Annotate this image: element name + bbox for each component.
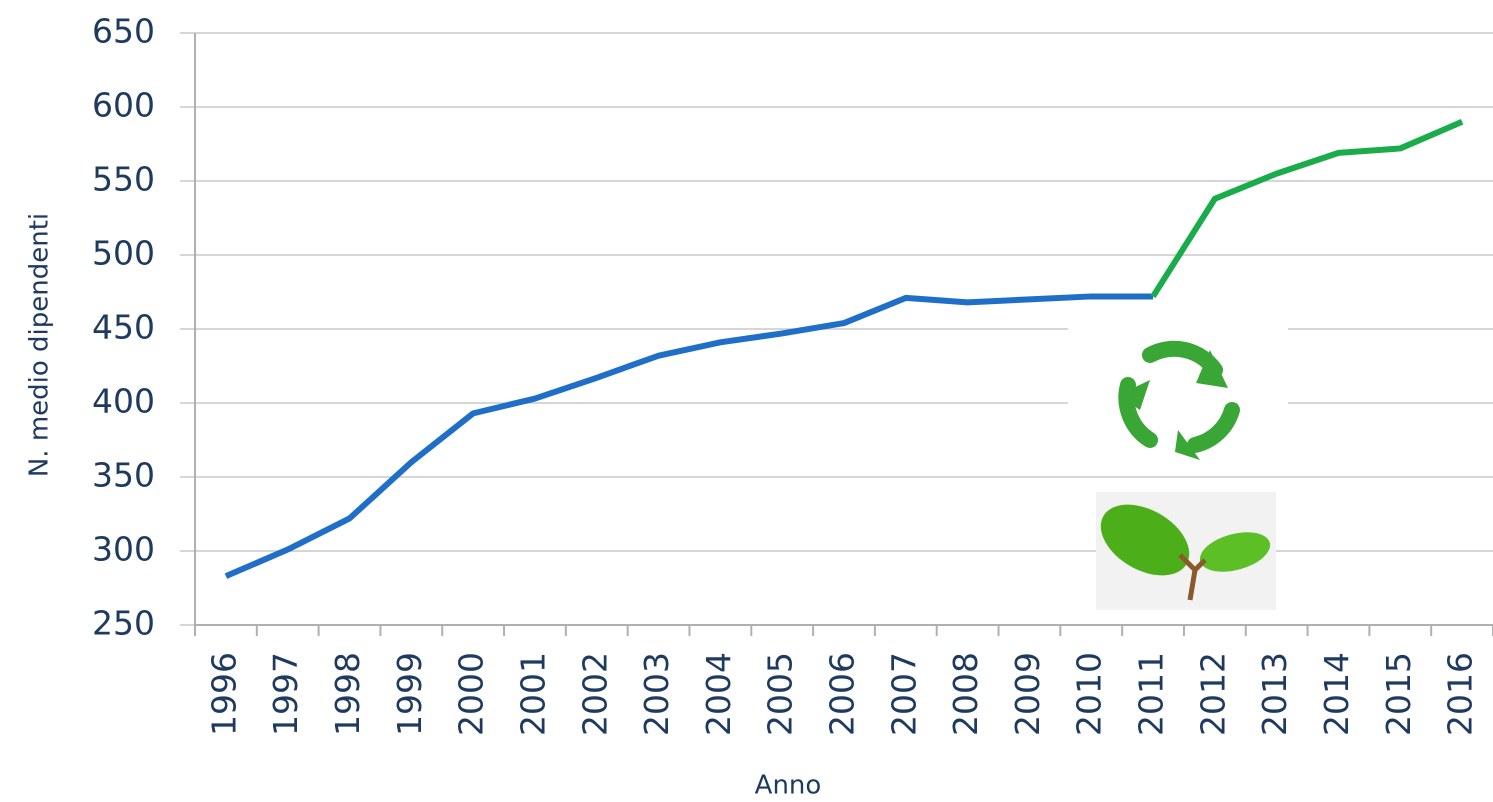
- x-tick-label: 2014: [1317, 652, 1356, 736]
- x-tick-label: 1996: [204, 652, 243, 736]
- x-tick-label: 2013: [1255, 652, 1294, 736]
- x-tick-label: 2001: [513, 652, 552, 736]
- x-tick-label: 2011: [1132, 652, 1171, 736]
- y-tick-label: 250: [92, 604, 155, 643]
- x-tick-label: 2007: [884, 652, 923, 736]
- x-tick-label: 2005: [761, 652, 800, 736]
- y-tick-label: 650: [92, 12, 155, 51]
- x-tick-label: 1997: [266, 652, 305, 736]
- x-tick-label: 2015: [1379, 652, 1418, 736]
- x-tick-label: 2012: [1193, 652, 1232, 736]
- x-tick-label: 2010: [1070, 652, 1109, 736]
- leaf-icon: [1088, 490, 1276, 610]
- x-tick-label: 2003: [637, 652, 676, 736]
- grid: [180, 33, 1493, 636]
- y-axis-title: N. medio dipendenti: [25, 213, 55, 477]
- y-tick-label: 350: [92, 456, 155, 495]
- y-tick-label: 300: [92, 530, 155, 569]
- x-tick-label: 1999: [390, 652, 429, 736]
- x-tick-label: 2009: [1008, 652, 1047, 736]
- series-line: [226, 296, 1153, 576]
- x-tick-label: 2004: [699, 652, 738, 736]
- chart: N. medio dipendenti Anno 250 300 350 400 450…: [0, 0, 1493, 802]
- x-tick-label: 1998: [328, 652, 367, 736]
- series-line: [1153, 122, 1462, 297]
- y-tick-label: 600: [92, 86, 155, 125]
- x-tick-label: 2000: [452, 652, 491, 736]
- y-tick-label: 450: [92, 308, 155, 347]
- x-axis-title: Anno: [755, 771, 822, 801]
- y-tick-label: 400: [92, 382, 155, 421]
- x-tick-label: 2006: [823, 652, 862, 736]
- y-tick-label: 550: [92, 160, 155, 199]
- x-tick-label: 2008: [946, 652, 985, 736]
- x-tick-label: 2016: [1441, 652, 1480, 736]
- x-tick-label: 2002: [575, 652, 614, 736]
- y-tick-label: 500: [92, 234, 155, 273]
